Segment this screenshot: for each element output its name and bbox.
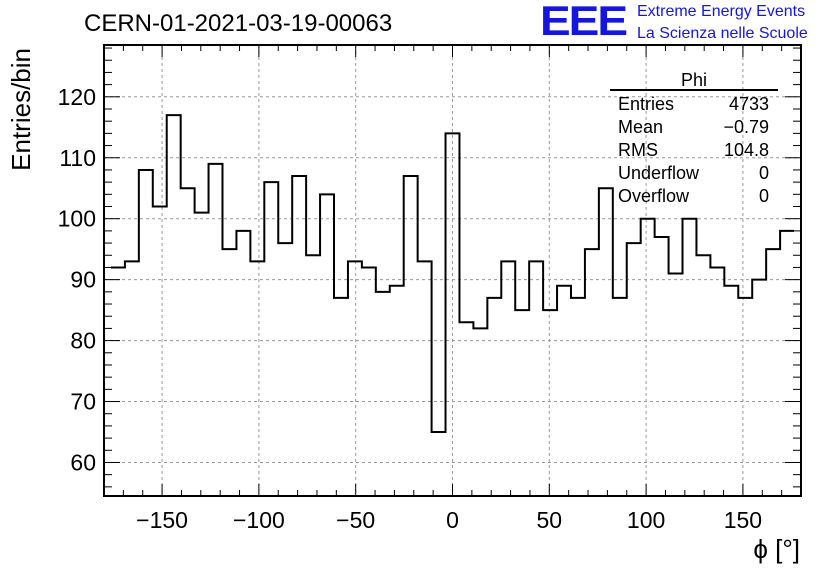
- histogram-series-line: [110, 114, 795, 434]
- run-title: CERN-01-2021-03-19-00063: [84, 10, 393, 37]
- stats-row-label: Underflow: [618, 163, 700, 183]
- stats-row-value: 0: [759, 163, 769, 183]
- x-tick-label: −50: [336, 507, 375, 533]
- y-tick-label: 100: [58, 206, 96, 232]
- y-tick-label: 70: [70, 389, 96, 415]
- stats-row-value: 4733: [729, 94, 769, 114]
- y-axis-title: Entries/bin: [6, 48, 36, 171]
- y-tick-label: 80: [70, 328, 96, 354]
- x-tick-label: 150: [724, 507, 762, 533]
- stats-row-value: 0: [759, 186, 769, 206]
- stats-box-name: Phi: [681, 70, 707, 90]
- x-tick-label: 50: [537, 507, 563, 533]
- x-tick-label: −150: [136, 507, 188, 533]
- stats-row-value: 104.8: [724, 140, 769, 160]
- stats-row-value: −0.79: [723, 117, 769, 137]
- y-tick-label: 90: [70, 267, 96, 293]
- y-tick-label: 120: [58, 84, 96, 110]
- y-tick-label: 110: [59, 145, 96, 171]
- eee-logo: EEE: [540, 0, 628, 45]
- x-axis-title: ϕ [°]: [753, 534, 800, 564]
- x-tick-label: −100: [233, 507, 285, 533]
- x-tick-label: 0: [446, 507, 459, 533]
- stats-row-label: RMS: [618, 140, 658, 160]
- plot-frame: [103, 44, 802, 497]
- y-tick-label: 60: [70, 449, 96, 475]
- stats-row-label: Overflow: [618, 186, 690, 206]
- logo-caption-line2: La Scienza nelle Scuole: [637, 25, 808, 42]
- x-tick-label: 100: [627, 507, 665, 533]
- logo-caption-line1: Extreme Energy Events: [637, 3, 806, 20]
- stats-row-label: Entries: [618, 94, 674, 114]
- stats-row-label: Mean: [618, 117, 663, 137]
